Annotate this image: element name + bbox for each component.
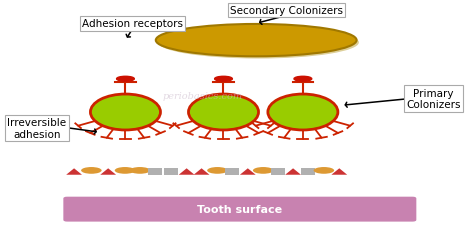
Bar xyxy=(225,169,239,175)
Bar xyxy=(271,169,285,175)
Ellipse shape xyxy=(294,77,312,82)
Ellipse shape xyxy=(81,167,101,174)
Ellipse shape xyxy=(115,167,135,174)
Ellipse shape xyxy=(253,167,273,174)
Polygon shape xyxy=(194,169,210,175)
Polygon shape xyxy=(240,169,255,175)
Ellipse shape xyxy=(117,77,134,82)
Ellipse shape xyxy=(314,167,334,174)
Polygon shape xyxy=(66,169,82,175)
Text: Primary
Colonizers: Primary Colonizers xyxy=(406,88,461,110)
Bar xyxy=(164,169,178,175)
Ellipse shape xyxy=(207,167,228,174)
Bar xyxy=(148,169,162,175)
Ellipse shape xyxy=(130,167,150,174)
Text: Secondary Colonizers: Secondary Colonizers xyxy=(230,6,343,16)
Text: periobasics.com: periobasics.com xyxy=(163,91,243,100)
Polygon shape xyxy=(285,169,301,175)
FancyBboxPatch shape xyxy=(64,197,416,222)
Text: Adhesion receptors: Adhesion receptors xyxy=(82,19,183,29)
Ellipse shape xyxy=(268,94,338,130)
Ellipse shape xyxy=(215,77,232,82)
Polygon shape xyxy=(331,169,347,175)
Polygon shape xyxy=(179,169,194,175)
Ellipse shape xyxy=(91,94,161,130)
Bar xyxy=(301,169,316,175)
Ellipse shape xyxy=(189,94,258,130)
Ellipse shape xyxy=(158,27,359,59)
Text: Tooth surface: Tooth surface xyxy=(197,204,283,214)
Polygon shape xyxy=(100,169,116,175)
Text: Irreversible
adhesion: Irreversible adhesion xyxy=(7,117,66,139)
Ellipse shape xyxy=(156,25,356,57)
